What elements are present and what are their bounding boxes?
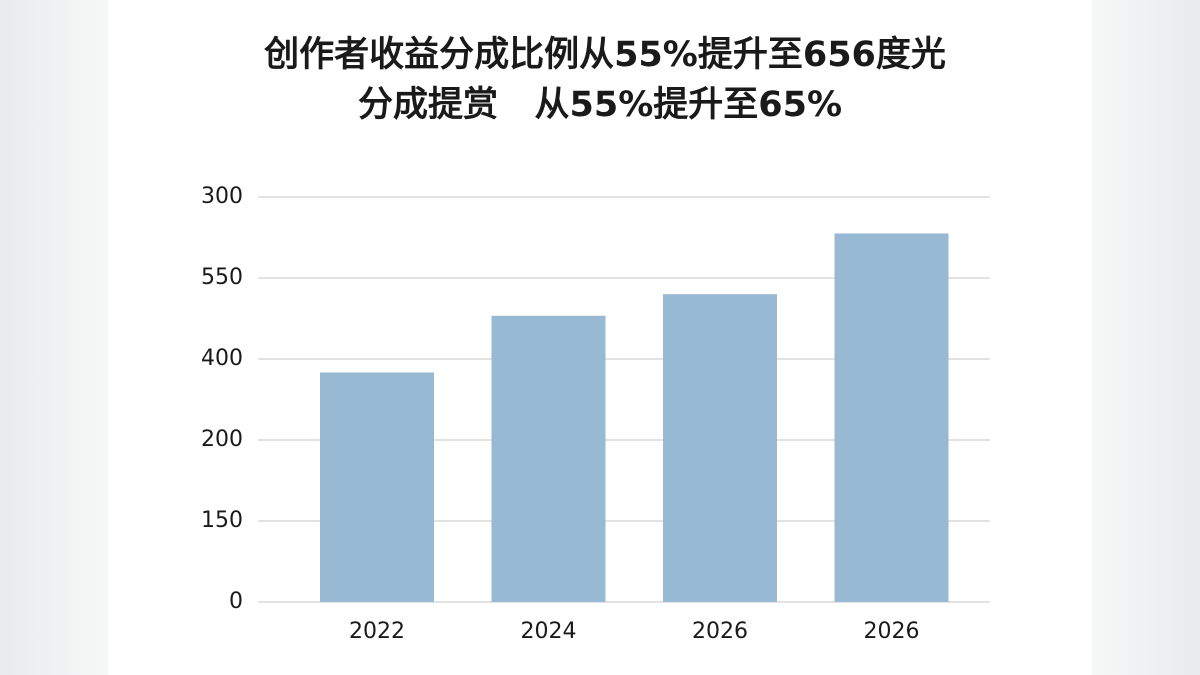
x-tick-label: 2022: [349, 619, 405, 644]
bar: [663, 294, 777, 602]
y-tick-label: 400: [201, 346, 243, 371]
x-tick-label: 2026: [864, 619, 920, 644]
x-tick-label: 2024: [521, 619, 577, 644]
bar: [491, 315, 606, 602]
y-tick-label: 0: [229, 589, 243, 614]
bar: [834, 233, 949, 602]
chart-title: 创作者收益分成比例从55%提升至656度光: [263, 35, 946, 75]
chart-subtitle: 分成提赏 从55%提升至65%: [358, 85, 842, 125]
y-tick-label: 150: [201, 508, 243, 533]
y-tick-label: 200: [201, 427, 243, 452]
bar: [320, 372, 434, 602]
y-tick-label: 550: [201, 265, 243, 290]
x-tick-label: 2026: [692, 619, 748, 644]
y-tick-label: 300: [201, 184, 243, 209]
